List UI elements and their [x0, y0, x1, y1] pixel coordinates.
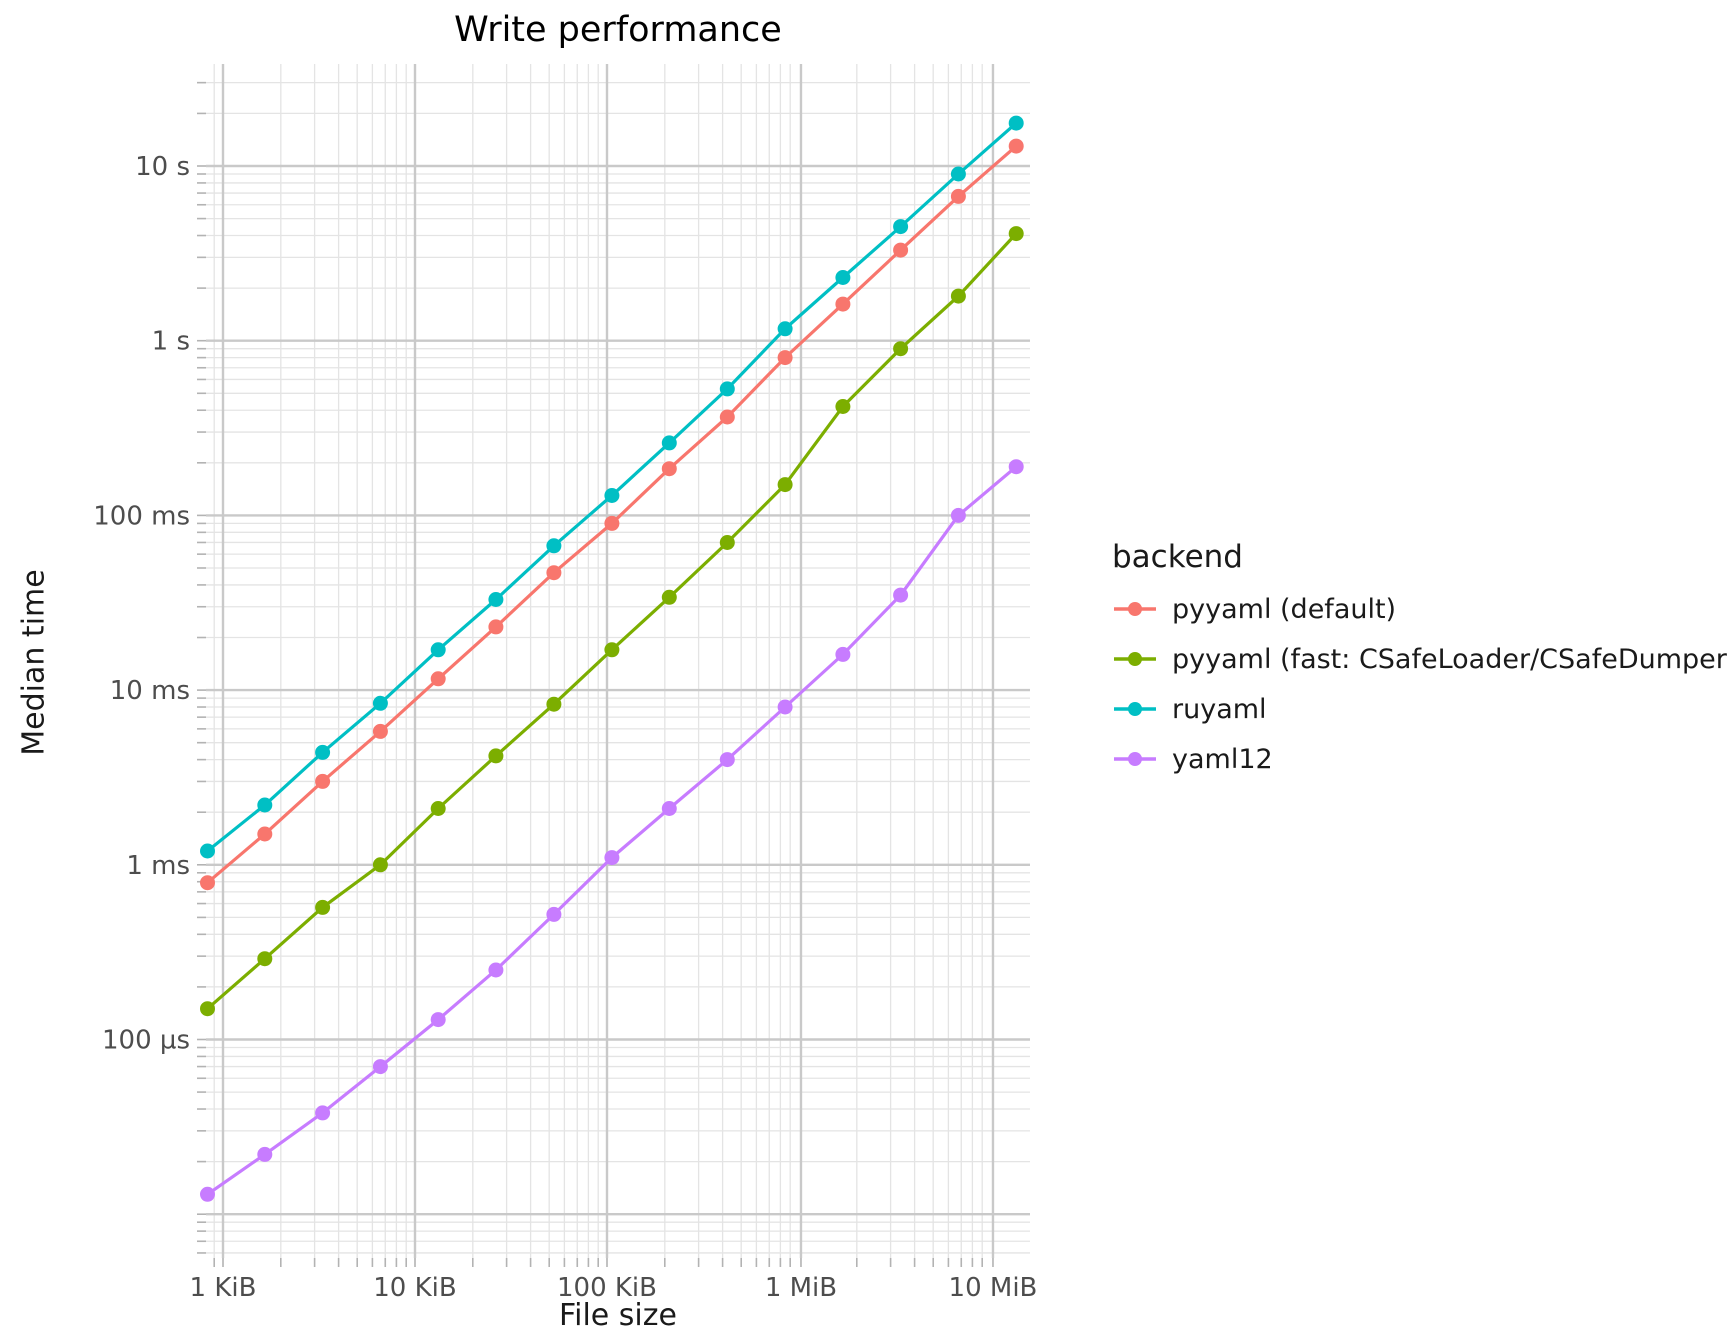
legend-item-label: pyyaml (fast: CSafeLoader/CSafeDumper)	[1172, 643, 1728, 675]
data-point	[604, 515, 620, 531]
legend-item-label: pyyaml (default)	[1172, 593, 1397, 625]
tick-labels: 1 KiB 10 KiB 100 KiB 1 MiB 10 MiB 10 s 1 s 100 …	[93, 152, 1037, 1303]
data-point	[200, 843, 215, 859]
legend-item-label: ruyaml	[1172, 693, 1267, 725]
legend-item-label: yaml12	[1172, 743, 1273, 775]
data-point	[719, 409, 735, 425]
data-point	[719, 535, 735, 550]
x-tick-label: 100 KiB	[557, 1273, 657, 1303]
data-point	[200, 1001, 215, 1017]
legend-line-dot-icon	[1114, 702, 1156, 716]
data-point	[546, 906, 562, 922]
y-tick-label: 1 s	[152, 327, 190, 357]
legend-item-ruyaml: ruyaml	[1112, 684, 1728, 734]
data-point	[200, 1186, 215, 1202]
data-point	[893, 341, 909, 357]
x-axis-title: File size	[559, 1298, 677, 1333]
data-point	[777, 699, 793, 715]
data-point	[604, 642, 620, 658]
data-point	[950, 288, 966, 304]
x-tick-label: 10 KiB	[373, 1273, 456, 1303]
x-tick-label: 1 MiB	[765, 1273, 837, 1303]
data-point	[604, 488, 620, 503]
legend-title: backend	[1112, 539, 1243, 575]
data-point	[661, 589, 677, 605]
data-point	[315, 773, 331, 789]
data-point	[488, 748, 504, 764]
data-point	[950, 188, 966, 204]
y-tick-label: 100 µs	[102, 1026, 190, 1056]
data-point	[372, 857, 388, 873]
legend-item-pyyaml-fast: pyyaml (fast: CSafeLoader/CSafeDumper)	[1112, 634, 1728, 684]
data-point	[257, 1146, 273, 1162]
series-yaml12	[200, 459, 1024, 1202]
data-point	[893, 219, 909, 235]
data-point	[430, 642, 446, 658]
series-ruyaml	[200, 115, 1024, 859]
data-point	[315, 744, 331, 760]
data-point	[893, 242, 909, 258]
gridlines	[206, 64, 1030, 1258]
legend-line-dot-icon	[1114, 752, 1156, 766]
data-point	[488, 962, 504, 978]
series-line	[206, 465, 1018, 1196]
data-point	[777, 321, 793, 337]
data-point	[430, 1012, 446, 1028]
data-point	[488, 619, 504, 635]
data-point	[893, 587, 909, 603]
series-line	[206, 121, 1018, 853]
x-tick-label: 1 KiB	[190, 1273, 257, 1303]
data-point	[315, 1105, 331, 1121]
y-tick-label: 1 ms	[126, 851, 190, 881]
data-point	[950, 166, 966, 182]
legend-line-dot-icon	[1114, 602, 1156, 616]
data-point	[661, 435, 677, 451]
legend-item-yaml12: yaml12	[1112, 734, 1728, 784]
data-point	[546, 696, 562, 712]
data-point	[1008, 459, 1024, 475]
data-point	[835, 646, 851, 662]
data-point	[257, 826, 273, 842]
data-point	[777, 477, 793, 493]
data-point	[1008, 115, 1024, 131]
data-point	[546, 565, 562, 581]
data-point	[777, 350, 793, 366]
data-point	[372, 695, 388, 711]
data-point	[430, 671, 446, 687]
data-point	[200, 875, 215, 891]
data-point	[835, 399, 851, 414]
data-point	[835, 270, 851, 285]
data-point	[604, 850, 620, 866]
chart-title: Write performance	[454, 10, 782, 50]
data-point	[1008, 226, 1024, 242]
legend-item-pyyaml-default: pyyaml (default)	[1112, 584, 1728, 634]
y-tick-label: 10 ms	[110, 676, 190, 706]
data-point	[315, 899, 331, 915]
data-point	[719, 752, 735, 768]
axis-ticks	[197, 81, 994, 1267]
x-tick-label: 10 MiB	[949, 1273, 1038, 1303]
data-point	[661, 461, 677, 477]
y-tick-label: 100 ms	[93, 501, 190, 531]
data-point	[1008, 138, 1024, 154]
series-pyyaml-fast-csafeloader-csafedumper	[200, 226, 1024, 1017]
data-point	[719, 381, 735, 397]
data-point	[661, 801, 677, 816]
legend: backend pyyaml (default) pyyaml (fast: C…	[1112, 536, 1728, 784]
data-point	[835, 296, 851, 312]
series	[200, 115, 1024, 1202]
data-point	[546, 538, 562, 554]
data-point	[372, 1059, 388, 1075]
data-point	[950, 507, 966, 523]
data-point	[488, 592, 504, 607]
data-point	[257, 951, 273, 967]
y-tick-label: 10 s	[135, 152, 190, 182]
series-pyyaml-default	[200, 138, 1024, 891]
data-point	[257, 797, 273, 813]
legend-line-dot-icon	[1114, 652, 1156, 666]
data-point	[372, 723, 388, 739]
data-point	[430, 801, 446, 816]
